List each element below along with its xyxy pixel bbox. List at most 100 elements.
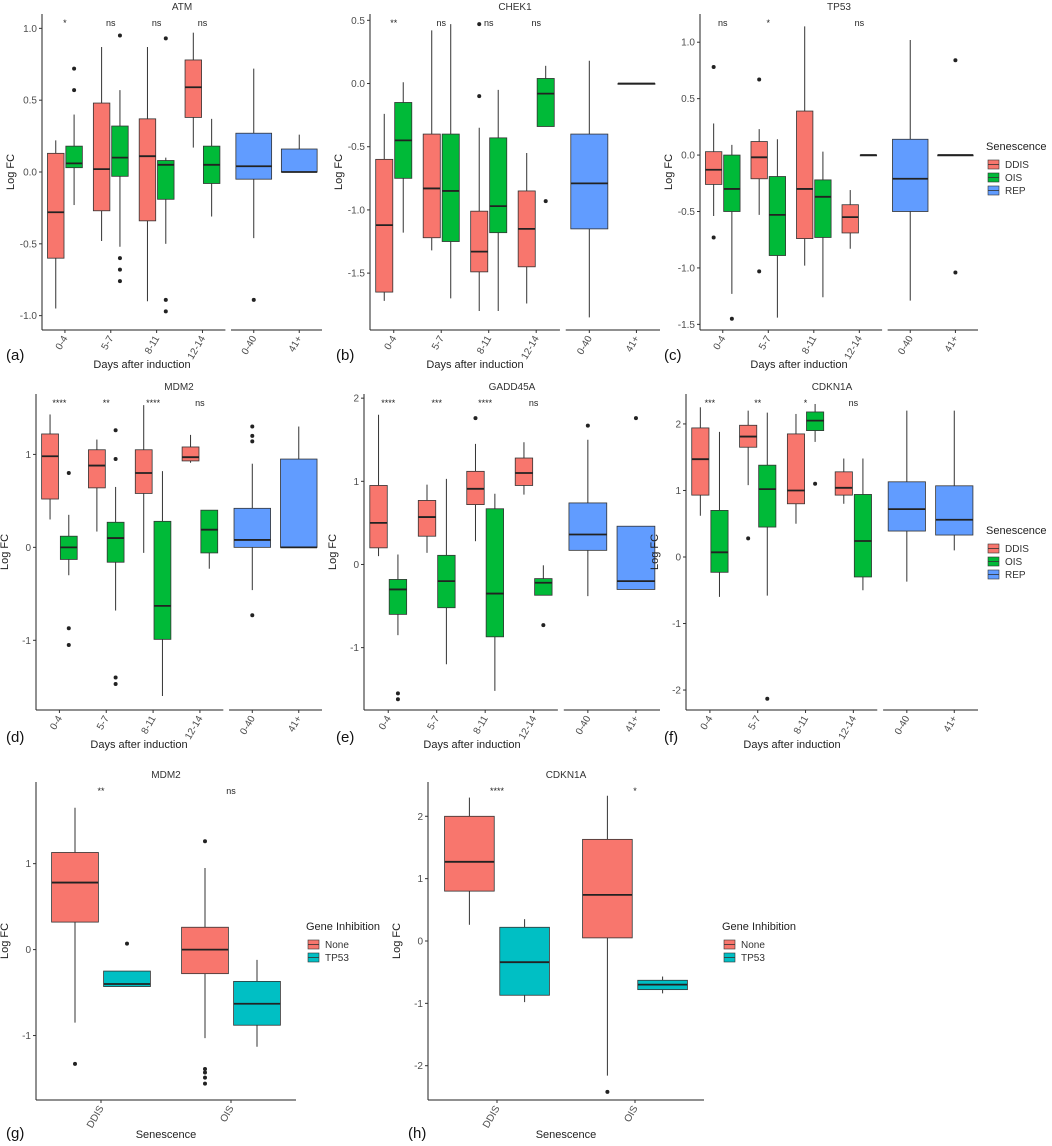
box-iqr [422, 133, 441, 239]
box-group: 5-7 ** [739, 398, 777, 732]
panel-e: GADD45A -1 0 1 2 Log FC Days after induction (e… [327, 382, 660, 751]
legend-label: REP [1005, 570, 1026, 581]
panel-letter: (c) [664, 347, 682, 364]
x-tick-label: 12-14 [837, 714, 860, 742]
y-tick-label: 1.0 [681, 38, 695, 49]
x-tick-label: 41+ [286, 714, 304, 734]
outlier-point [73, 1061, 77, 1066]
x-tick-label: 8-11 [472, 714, 491, 737]
box-group: 0-40 [233, 424, 271, 737]
box-group: 5-7 ** [88, 398, 125, 732]
x-tick-label: 5-7 [757, 334, 774, 352]
box-ois [111, 33, 129, 284]
y-tick-label: 2 [417, 812, 423, 823]
box-iqr [233, 507, 271, 548]
significance-label: * [804, 398, 808, 408]
significance-label: ns [849, 398, 859, 408]
x-tick-label: 5-7 [747, 714, 764, 732]
outlier-point [729, 316, 734, 321]
legend-label: OIS [1005, 173, 1023, 184]
outlier-point [953, 58, 958, 63]
y-tick-label: -0.5 [678, 207, 696, 218]
legend-label: DDIS [1005, 544, 1029, 555]
y-tick-label: 0.5 [23, 96, 37, 107]
outlier-point [203, 1081, 207, 1086]
outlier-point [765, 696, 770, 701]
box-iqr [134, 449, 153, 494]
box-ois [534, 565, 553, 628]
box-ois [388, 554, 408, 702]
x-tick-label: OIS [218, 1104, 236, 1125]
box-iqr [834, 471, 853, 496]
box-ois [106, 428, 125, 686]
y-axis-label: Log FC [0, 534, 11, 570]
box-iqr [570, 133, 609, 230]
x-tick-label: 0-4 [48, 714, 65, 732]
x-tick-label: DDIS [481, 1104, 503, 1130]
outlier-point [117, 267, 122, 272]
box-iqr [92, 102, 111, 212]
box-group: 5-7 ns [422, 18, 460, 352]
x-tick-label: 0-40 [574, 714, 594, 737]
box-group: 41+ [616, 416, 656, 734]
box-iqr [499, 926, 550, 996]
legend: Gene Inhibition None TP53 [306, 921, 380, 964]
box-ddis [705, 65, 723, 240]
x-tick-label: OIS [622, 1104, 640, 1125]
y-tick-label: 0 [25, 543, 31, 554]
box-group: 0-40 [568, 423, 608, 737]
x-tick-label: 0-40 [896, 334, 916, 357]
x-tick-label: 0-4 [377, 714, 394, 732]
panel-letter: (g) [6, 1125, 24, 1142]
box-rep [935, 410, 974, 551]
legend-key-none: None [723, 939, 765, 951]
box-iqr [47, 152, 65, 259]
y-tick-label: -1.5 [348, 269, 366, 280]
outlier-point [113, 675, 118, 680]
y-tick-label: -1.0 [20, 311, 38, 322]
y-tick-label: 0.5 [681, 94, 695, 105]
outlier-point [477, 22, 482, 27]
box-group: 12-14 ns [841, 18, 878, 362]
x-tick-label: 0-4 [383, 334, 400, 352]
box-ois [59, 471, 78, 647]
box-group: 41+ [617, 82, 656, 354]
box-ddis [41, 414, 59, 520]
significance-label: ** [103, 398, 111, 408]
significance-label: * [633, 786, 637, 796]
box-group: OIS * [582, 786, 688, 1125]
box-iqr [892, 138, 929, 212]
box-iqr [51, 852, 99, 923]
box-ddis [517, 153, 536, 304]
significance-label: ** [754, 398, 762, 408]
y-tick-label: -1 [414, 999, 423, 1010]
box-group: OIS ns [181, 786, 281, 1125]
x-tick-label: 8-11 [140, 714, 159, 737]
significance-label: **** [490, 786, 505, 796]
box-ois [157, 36, 175, 314]
box-iqr [853, 494, 872, 578]
outlier-point [66, 642, 71, 647]
significance-label: ns [152, 18, 162, 28]
y-axis-label: Log FC [649, 534, 661, 570]
box-ois [723, 144, 741, 321]
y-tick-label: 2 [353, 394, 359, 405]
box-none [444, 797, 495, 925]
outlier-point [395, 697, 400, 702]
box-iqr [786, 433, 805, 505]
box-iqr [41, 433, 59, 500]
outlier-point [757, 77, 762, 82]
box-ois [536, 65, 555, 204]
x-tick-label: 0-40 [575, 334, 595, 357]
box-iqr [568, 502, 608, 551]
significance-label: **** [381, 398, 396, 408]
box-ddis [739, 410, 758, 541]
x-tick-label: 5-7 [100, 334, 117, 352]
box-iqr [489, 137, 508, 234]
box-rep [233, 424, 271, 618]
box-ois [437, 478, 456, 665]
y-tick-label: -2 [672, 686, 681, 697]
outlier-point [953, 270, 958, 275]
chart-title: CDKN1A [546, 770, 587, 781]
